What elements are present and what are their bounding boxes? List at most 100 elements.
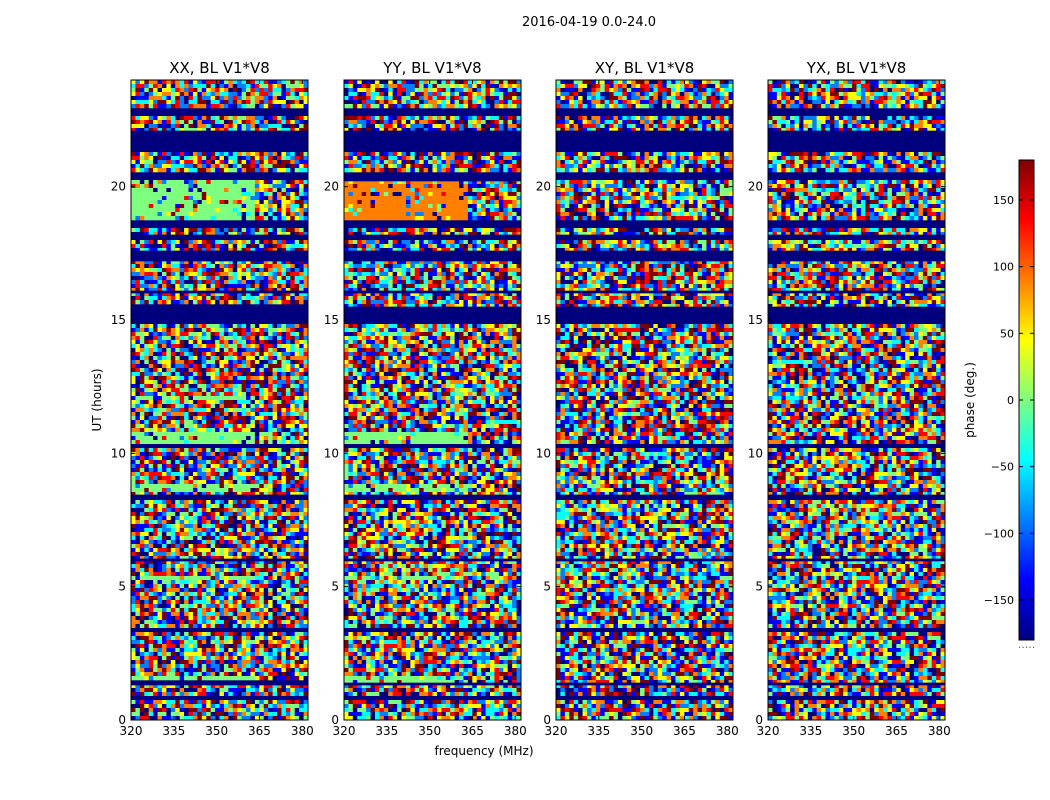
heatmap-cell <box>246 448 251 453</box>
heatmap-cell <box>179 504 185 509</box>
heatmap-cell <box>259 612 265 617</box>
heatmap-cell <box>232 504 238 509</box>
heatmap-cell <box>246 512 251 517</box>
heatmap-cell <box>170 380 176 385</box>
heatmap-cell <box>290 476 296 481</box>
heatmap-cell <box>157 476 163 481</box>
heatmap-cell <box>219 124 225 129</box>
heatmap-cell <box>237 204 242 209</box>
heatmap-cell <box>254 152 260 157</box>
heatmap-cell <box>272 84 278 89</box>
heatmap-cell <box>285 244 291 249</box>
heatmap-cell <box>250 264 256 269</box>
heatmap-cell <box>201 344 207 349</box>
heatmap-cell <box>299 644 304 649</box>
heatmap-cell <box>272 456 278 461</box>
heatmap-cell <box>175 276 180 281</box>
heatmap-cell <box>188 548 194 553</box>
heatmap-cell <box>210 128 216 133</box>
heatmap-cell <box>290 532 296 537</box>
heatmap-cell <box>215 564 220 569</box>
heatmap-cell <box>166 556 172 561</box>
heatmap-cell <box>170 356 176 361</box>
heatmap-cell <box>232 368 238 373</box>
heatmap-cell <box>139 400 145 405</box>
heatmap-cell <box>215 200 220 205</box>
heatmap-cell <box>237 436 242 441</box>
heatmap-cell <box>161 384 167 389</box>
heatmap-cell <box>179 384 185 389</box>
heatmap-cell <box>131 100 136 105</box>
heatmap-cell <box>192 344 198 349</box>
heatmap-cell <box>197 340 203 345</box>
heatmap-cell <box>184 448 189 453</box>
heatmap-cell <box>281 216 287 221</box>
heatmap-cell <box>153 184 158 189</box>
heatmap-cell <box>144 584 149 589</box>
heatmap-cell <box>215 228 220 233</box>
heatmap-cell <box>135 436 141 441</box>
heatmap-cell <box>254 324 260 329</box>
heatmap-cell <box>219 532 225 537</box>
heatmap-cell <box>170 260 176 265</box>
heatmap-cell <box>157 544 163 549</box>
heatmap-cell <box>299 616 304 621</box>
heatmap-cell <box>144 604 149 609</box>
heatmap-cell <box>153 348 158 353</box>
heatmap-cell <box>135 544 141 549</box>
heatmap-cell <box>179 468 185 473</box>
heatmap-cell <box>153 92 158 97</box>
heatmap-cell <box>246 188 251 193</box>
heatmap-cell <box>290 264 296 269</box>
heatmap-cell <box>237 536 242 541</box>
heatmap-cell <box>188 500 194 505</box>
heatmap-cell <box>206 488 211 493</box>
heatmap-cell <box>299 180 304 185</box>
heatmap-cell <box>148 196 154 201</box>
heatmap-cell <box>299 564 304 569</box>
heatmap-cell <box>241 380 247 385</box>
heatmap-cell <box>281 640 287 645</box>
heatmap-cell <box>303 116 309 121</box>
heatmap-cell <box>259 552 265 557</box>
heatmap-cell <box>166 664 172 669</box>
heatmap-cell <box>290 92 296 97</box>
heatmap-cell <box>237 156 242 161</box>
heatmap-cell <box>285 336 291 341</box>
heatmap-cell <box>201 492 207 497</box>
heatmap-cell <box>144 156 149 161</box>
heatmap-cell <box>241 600 247 605</box>
heatmap-cell <box>272 588 278 593</box>
heatmap-cell <box>131 440 136 445</box>
heatmap-cell <box>135 524 141 529</box>
heatmap-cell <box>254 612 260 617</box>
heatmap-cell <box>148 388 154 393</box>
heatmap-cell <box>219 640 225 645</box>
heatmap-cell <box>237 548 242 553</box>
heatmap-cell <box>263 248 269 253</box>
heatmap-cell <box>241 556 247 561</box>
heatmap-cell <box>157 80 163 85</box>
heatmap-cell <box>144 392 149 397</box>
heatmap-cell <box>161 504 167 509</box>
heatmap-cell <box>170 104 176 109</box>
heatmap-cell <box>184 244 189 249</box>
heatmap-cell <box>237 168 242 173</box>
heatmap-cell <box>237 532 242 537</box>
heatmap-cell <box>285 324 291 329</box>
heatmap-cell <box>197 484 203 489</box>
heatmap-cell <box>223 164 229 169</box>
heatmap-cell <box>303 360 309 365</box>
heatmap-cell <box>201 380 207 385</box>
heatmap-cell <box>188 276 194 281</box>
heatmap-cell <box>206 156 211 161</box>
heatmap-cell <box>219 544 225 549</box>
heatmap-cell <box>241 168 247 173</box>
heatmap-cell <box>192 400 198 405</box>
heatmap-cell <box>139 504 145 509</box>
heatmap-cell <box>219 400 225 405</box>
heatmap-cell <box>232 484 238 489</box>
heatmap-cell <box>219 248 225 253</box>
heatmap-cell <box>241 216 247 221</box>
heatmap-cell <box>215 616 220 621</box>
